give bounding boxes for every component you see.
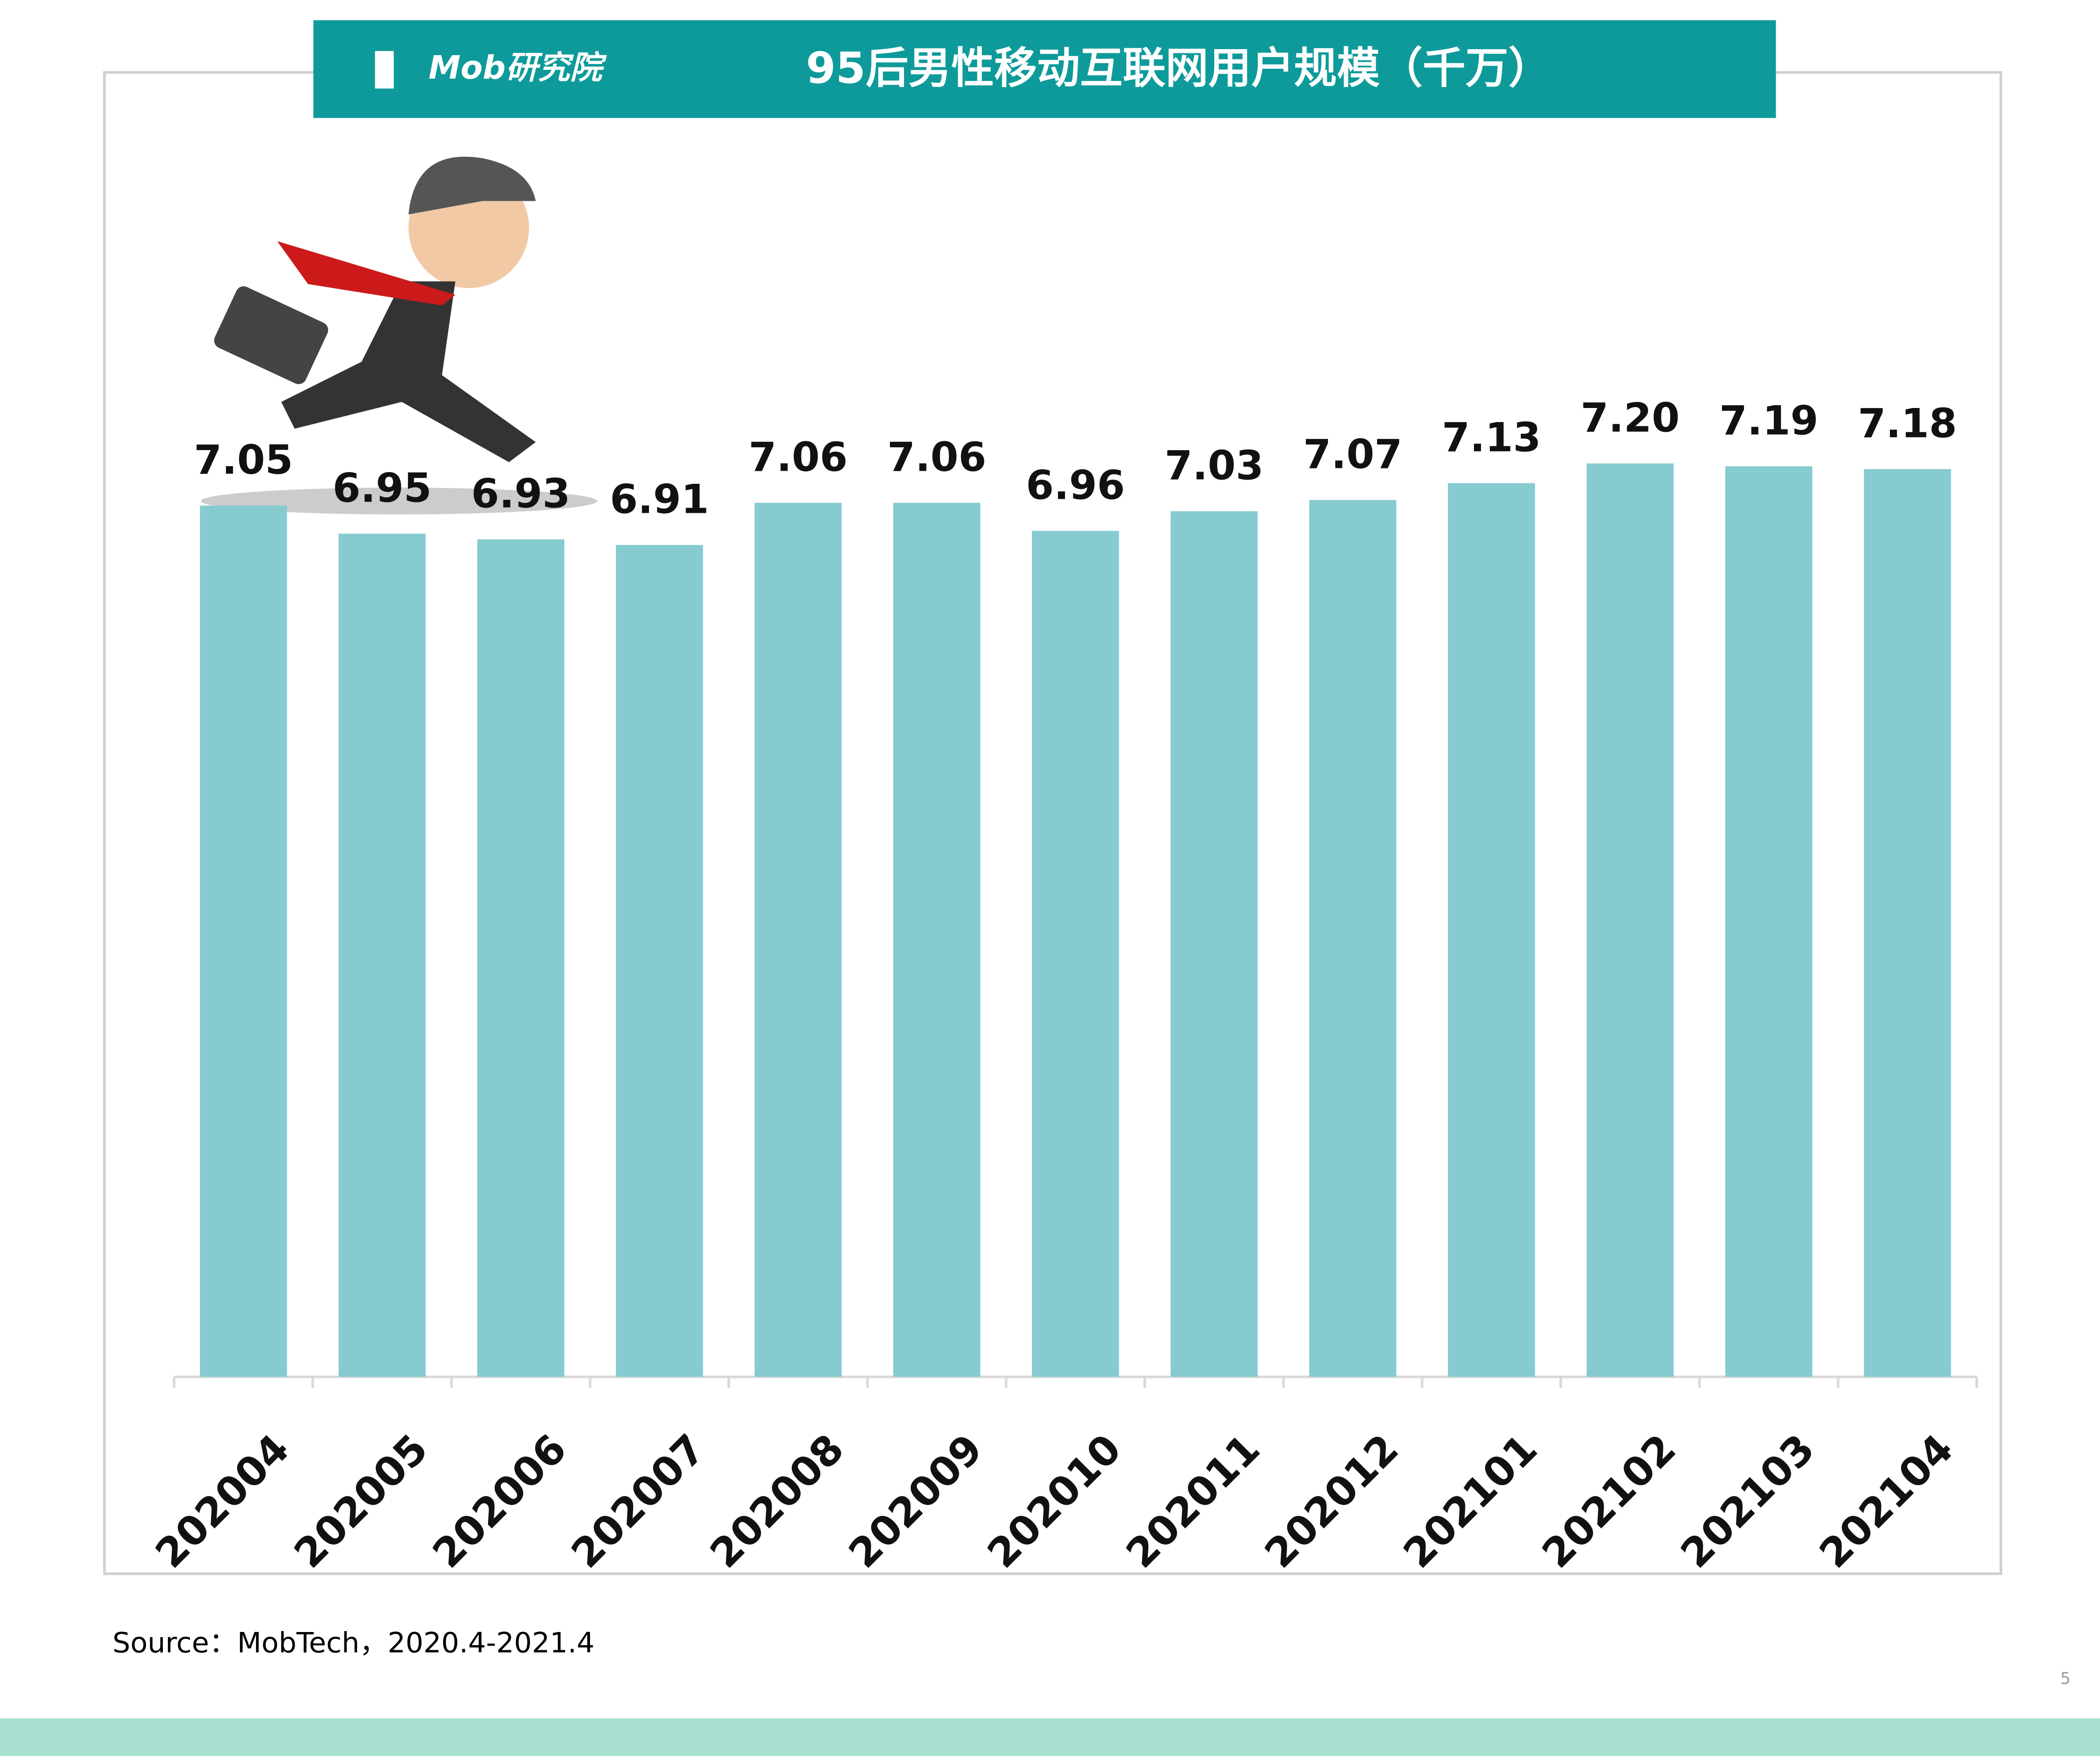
x-tick-label: 202012 xyxy=(1256,1425,1407,1577)
bar xyxy=(754,503,842,1377)
chart-title: 95后男性移动互联网用户规模（千万） xyxy=(806,43,1551,93)
tie xyxy=(277,241,456,306)
bar xyxy=(1170,511,1258,1377)
body xyxy=(281,281,536,462)
bar xyxy=(1586,463,1674,1377)
x-tick-label: 202102 xyxy=(1533,1425,1685,1577)
bar xyxy=(1864,469,1951,1377)
footer-stripe xyxy=(0,1718,2100,1756)
value-label: 7.20 xyxy=(1581,394,1680,441)
x-tick-label: 202011 xyxy=(1117,1425,1269,1577)
runner-illustration xyxy=(201,156,598,515)
x-tick-label: 202010 xyxy=(978,1425,1130,1577)
bar xyxy=(1032,531,1119,1377)
bar xyxy=(1309,500,1397,1377)
x-tick-label: 202004 xyxy=(146,1425,298,1577)
x-tick-label: 202006 xyxy=(424,1425,576,1577)
value-label: 6.91 xyxy=(610,476,709,523)
bar xyxy=(477,539,564,1377)
value-label: 6.93 xyxy=(471,471,570,517)
x-tick-label: 202009 xyxy=(840,1425,992,1577)
x-tick-label: 202101 xyxy=(1395,1425,1546,1577)
value-label: 6.96 xyxy=(1026,462,1125,509)
bar xyxy=(200,505,287,1377)
x-tick-label: 202007 xyxy=(562,1425,714,1577)
shadow xyxy=(201,488,598,515)
x-tick-label: 202005 xyxy=(285,1425,437,1577)
briefcase xyxy=(214,286,328,385)
logo-text: Mob研究院 xyxy=(429,49,607,87)
x-tick-label: 202008 xyxy=(701,1425,853,1577)
value-label: 7.13 xyxy=(1442,414,1541,461)
bar xyxy=(1725,466,1813,1377)
title-banner xyxy=(313,20,1776,118)
value-label: 7.06 xyxy=(887,434,986,481)
value-label: 7.18 xyxy=(1858,400,1957,447)
page-number: 5 xyxy=(2060,1669,2071,1688)
value-label: 7.19 xyxy=(1719,397,1818,444)
bar xyxy=(616,545,703,1377)
bar xyxy=(338,533,426,1377)
value-label: 7.05 xyxy=(194,437,293,483)
bar xyxy=(1448,483,1535,1377)
value-label: 7.07 xyxy=(1303,431,1402,478)
logo-icon xyxy=(375,51,394,89)
x-tick-label: 202104 xyxy=(1811,1425,1962,1577)
value-label: 7.06 xyxy=(749,434,848,481)
value-label: 6.95 xyxy=(333,465,432,512)
bar xyxy=(893,503,981,1377)
hair xyxy=(408,156,536,215)
source-note: Source：MobTech，2020.4-2021.4 xyxy=(112,1627,594,1660)
value-label: 7.03 xyxy=(1165,442,1264,489)
x-tick-label: 202103 xyxy=(1672,1425,1823,1577)
